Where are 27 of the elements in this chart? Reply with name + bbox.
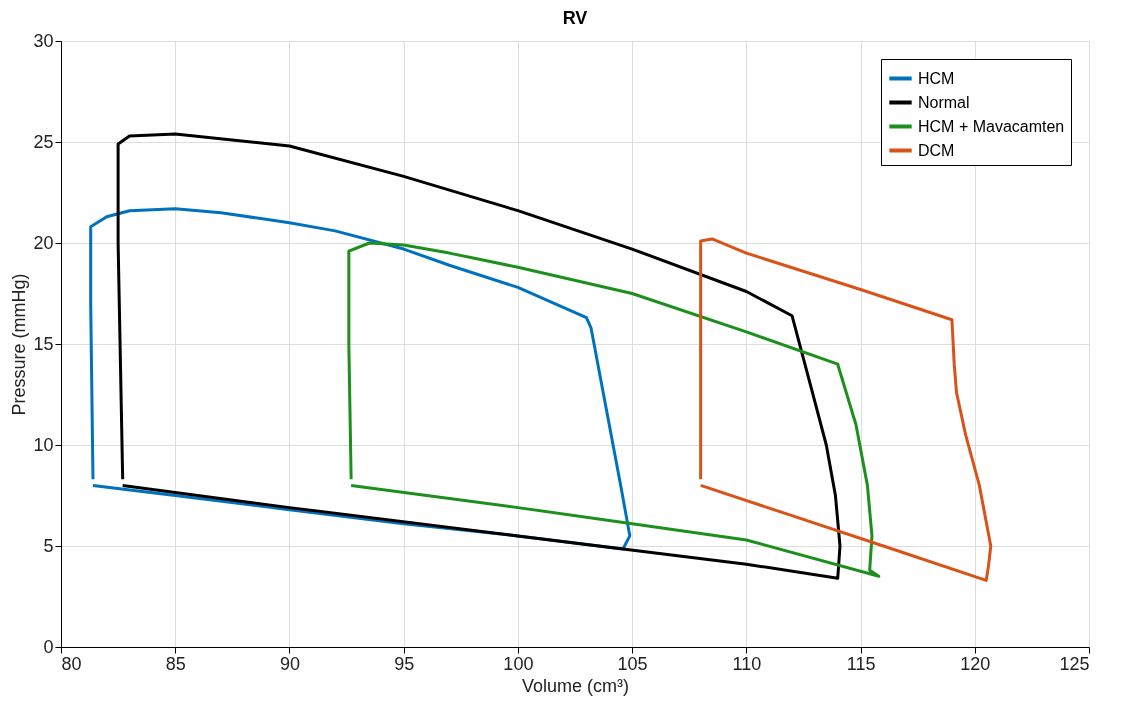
y-axis-title: Pressure (mmHg) [9, 273, 30, 416]
y-tick-label: 5 [43, 535, 54, 556]
legend-label: HCM + Mavacamten [918, 117, 1065, 135]
x-tick-label: 100 [503, 653, 534, 674]
legend-label: Normal [918, 93, 970, 111]
x-axis-title: Volume (cm³) [521, 675, 630, 696]
y-tick-label: 20 [33, 232, 54, 253]
chart-title: RV [562, 8, 588, 28]
line-series [699, 237, 993, 582]
y-tick-label: 0 [43, 636, 54, 657]
y-tick-label: 15 [33, 333, 54, 354]
line-series [347, 241, 881, 578]
x-tick-label: 95 [394, 653, 415, 674]
x-tick-label: 115 [846, 653, 876, 674]
x-tick-label: 120 [960, 653, 991, 674]
x-tick-label: 80 [61, 653, 82, 674]
x-tick-label: 125 [1059, 653, 1090, 674]
line-series [116, 132, 842, 580]
y-tick-label: 25 [33, 131, 54, 152]
x-tick-label: 110 [732, 653, 762, 674]
x-tick-label: 90 [279, 653, 300, 674]
legend-label: HCM [918, 69, 955, 87]
y-tick-label: 10 [33, 434, 54, 455]
legend-label: DCM [918, 141, 955, 159]
y-tick-label: 30 [33, 30, 54, 51]
x-tick-label: 105 [617, 653, 648, 674]
x-tick-label: 85 [165, 653, 186, 674]
